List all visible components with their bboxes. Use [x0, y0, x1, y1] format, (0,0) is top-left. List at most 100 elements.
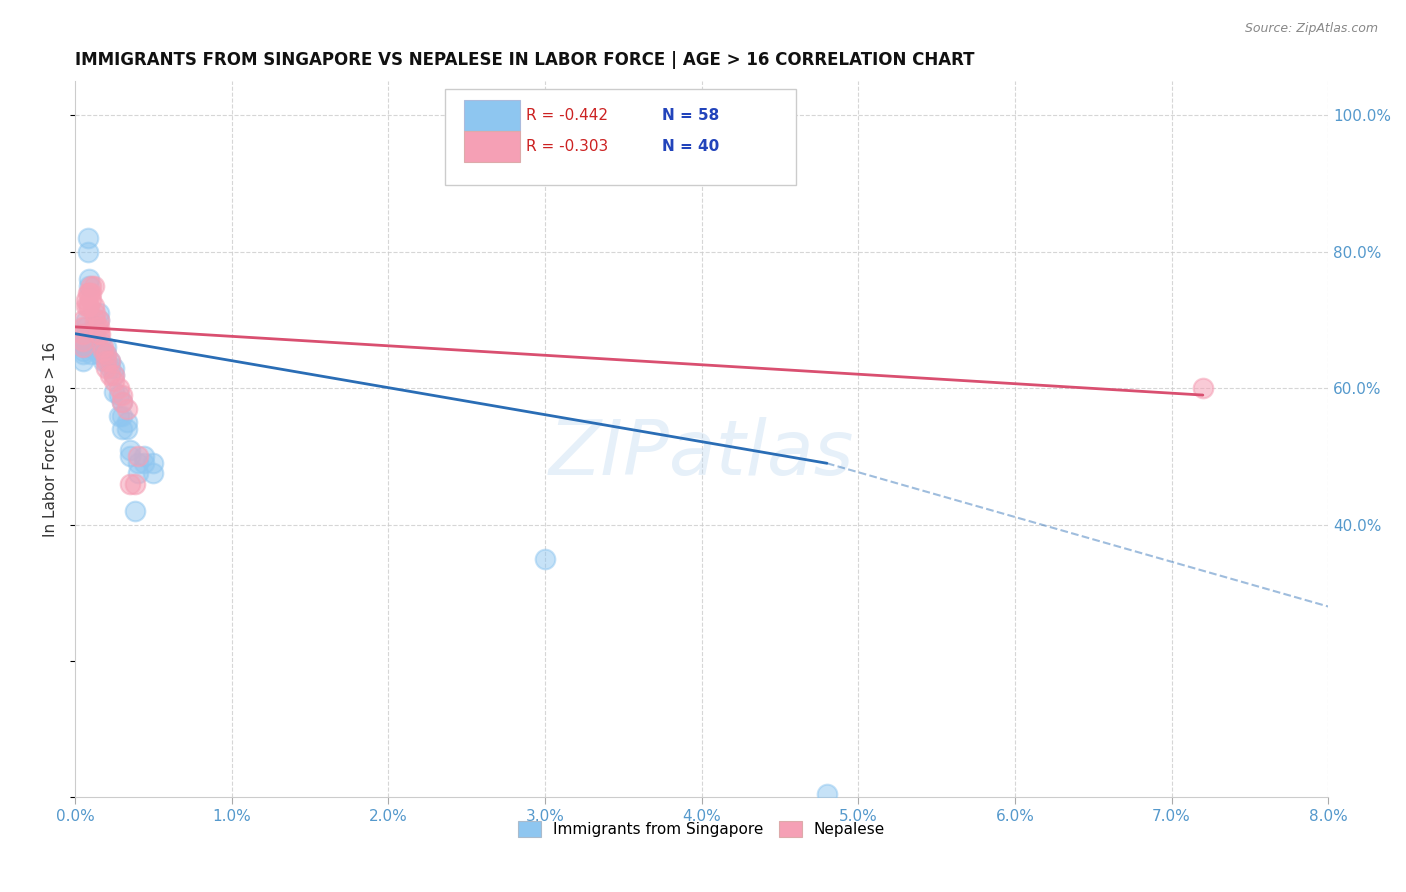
Point: [124, 504, 146, 518]
FancyBboxPatch shape: [464, 131, 520, 162]
Point: [75, 313, 97, 327]
Point: [96, 354, 118, 368]
Point: [83, 279, 105, 293]
Point: [80, 285, 103, 300]
Point: [96, 347, 118, 361]
Point: [89, 326, 111, 341]
Y-axis label: In Labor Force | Age > 16: In Labor Force | Age > 16: [44, 342, 59, 537]
Point: [91, 347, 114, 361]
Point: [72, 347, 94, 361]
Point: [132, 456, 155, 470]
Point: [91, 354, 114, 368]
Point: [75, 300, 97, 314]
Legend: Immigrants from Singapore, Nepalese: Immigrants from Singapore, Nepalese: [512, 815, 891, 844]
Text: IMMIGRANTS FROM SINGAPORE VS NEPALESE IN LABOR FORCE | AGE > 16 CORRELATION CHAR: IMMIGRANTS FROM SINGAPORE VS NEPALESE IN…: [75, 51, 974, 69]
Point: [108, 381, 131, 395]
Point: [115, 415, 138, 429]
Point: [89, 334, 111, 348]
Point: [75, 334, 97, 348]
Point: [72, 340, 94, 354]
Point: [84, 313, 107, 327]
Point: [111, 395, 134, 409]
Point: [86, 319, 108, 334]
Point: [115, 422, 138, 436]
Point: [75, 293, 97, 307]
Point: [76, 300, 98, 314]
Point: [111, 388, 134, 402]
Point: [127, 467, 149, 481]
Point: [80, 334, 103, 348]
Point: [111, 422, 134, 436]
Point: [91, 343, 114, 358]
Point: [111, 409, 134, 423]
Point: [80, 326, 103, 341]
Point: [103, 368, 125, 382]
Point: [76, 285, 98, 300]
Point: [72, 354, 94, 368]
Point: [87, 319, 110, 334]
Point: [103, 375, 125, 389]
Point: [80, 293, 103, 307]
Point: [77, 272, 100, 286]
Point: [108, 388, 131, 402]
Point: [91, 340, 114, 354]
Point: [76, 326, 98, 341]
Point: [96, 347, 118, 361]
Point: [83, 326, 105, 341]
Point: [87, 306, 110, 320]
Point: [76, 231, 98, 245]
Point: [83, 300, 105, 314]
Text: N = 40: N = 40: [661, 139, 718, 154]
Text: N = 58: N = 58: [661, 108, 718, 122]
Point: [89, 343, 111, 358]
Point: [118, 442, 141, 457]
Point: [815, 787, 838, 801]
Point: [72, 334, 94, 348]
Point: [124, 476, 146, 491]
Text: ZIPatlas: ZIPatlas: [548, 417, 855, 491]
Point: [75, 319, 97, 334]
Point: [87, 313, 110, 327]
Point: [80, 347, 103, 361]
Point: [1192, 381, 1215, 395]
Point: [87, 313, 110, 327]
Point: [111, 395, 134, 409]
Point: [72, 340, 94, 354]
Point: [115, 401, 138, 416]
Point: [132, 450, 155, 464]
Point: [72, 337, 94, 351]
Point: [96, 340, 118, 354]
Point: [72, 319, 94, 334]
Point: [103, 384, 125, 399]
Text: Source: ZipAtlas.com: Source: ZipAtlas.com: [1244, 22, 1378, 36]
FancyBboxPatch shape: [444, 88, 796, 186]
Point: [96, 360, 118, 375]
Point: [83, 319, 105, 334]
Point: [84, 334, 107, 348]
Point: [77, 340, 100, 354]
Point: [127, 450, 149, 464]
Point: [80, 279, 103, 293]
Point: [77, 300, 100, 314]
Text: R = -0.303: R = -0.303: [526, 139, 609, 154]
Text: R = -0.442: R = -0.442: [526, 108, 609, 122]
Point: [108, 409, 131, 423]
Point: [118, 476, 141, 491]
Point: [77, 285, 100, 300]
Point: [142, 456, 165, 470]
FancyBboxPatch shape: [464, 100, 520, 131]
Point: [87, 326, 110, 341]
Point: [77, 279, 100, 293]
Point: [77, 334, 100, 348]
Point: [118, 450, 141, 464]
Point: [103, 360, 125, 375]
Point: [84, 326, 107, 341]
Point: [76, 244, 98, 259]
Point: [127, 456, 149, 470]
Point: [72, 326, 94, 341]
Point: [98, 354, 121, 368]
Point: [75, 326, 97, 341]
Point: [83, 334, 105, 348]
Point: [98, 368, 121, 382]
Point: [96, 354, 118, 368]
